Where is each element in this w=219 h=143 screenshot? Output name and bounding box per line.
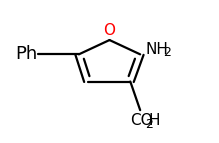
Text: Ph: Ph (15, 45, 38, 63)
Text: 2: 2 (163, 46, 171, 59)
Text: 2: 2 (145, 118, 153, 131)
Text: NH: NH (146, 42, 168, 57)
Text: CO: CO (130, 113, 153, 128)
Text: O: O (104, 23, 115, 37)
Text: H: H (149, 113, 161, 128)
